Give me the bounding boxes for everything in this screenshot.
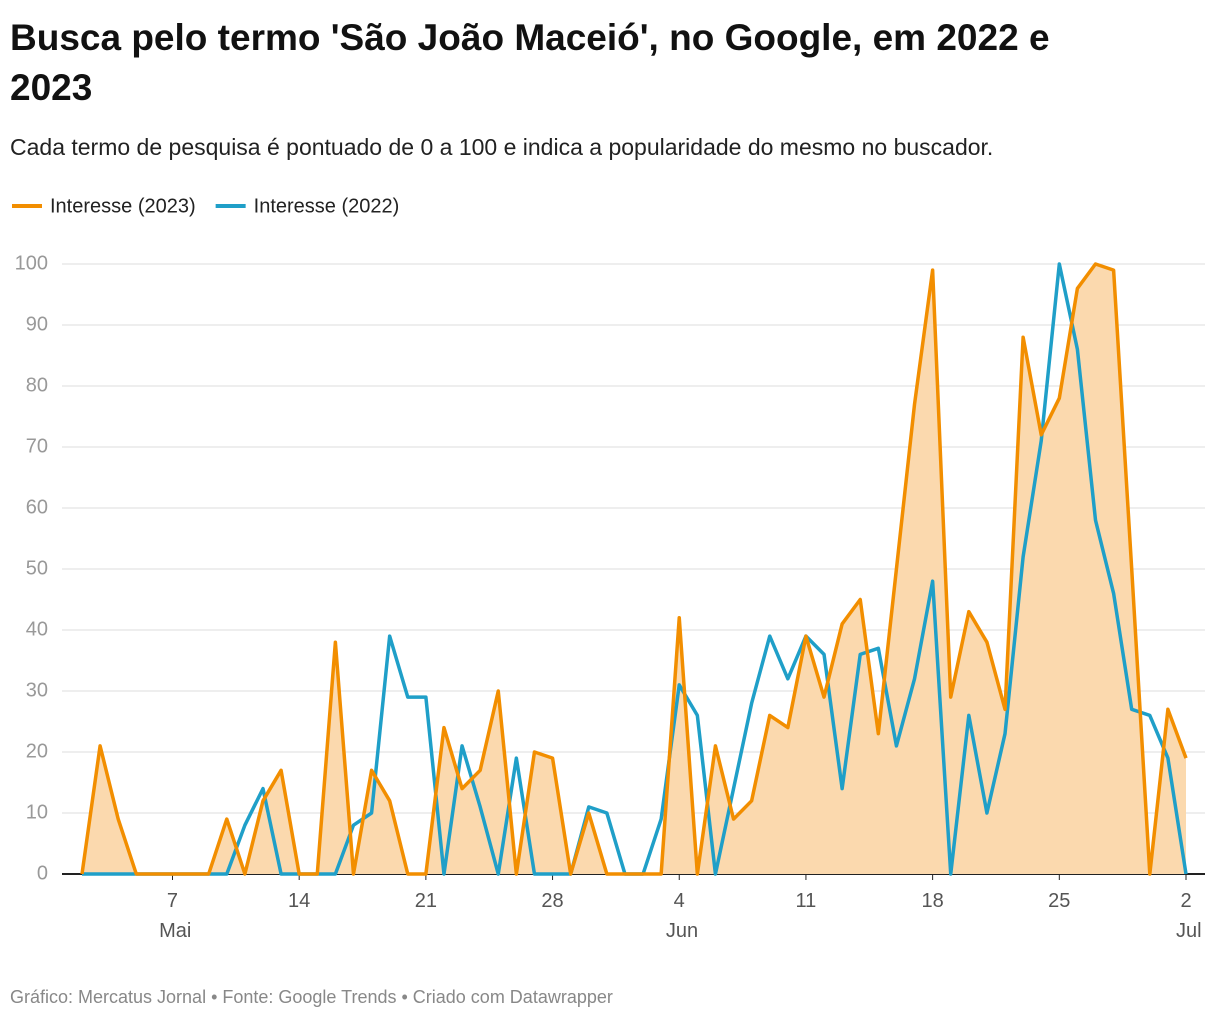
y-tick-label: 100 xyxy=(15,252,48,274)
x-tick-label: 4 Jun xyxy=(660,890,698,942)
x-tick-label: 7 Mai xyxy=(154,890,192,942)
y-tick-label: 10 xyxy=(26,801,48,823)
line xyxy=(80,262,1188,876)
x-tick-label: 25 xyxy=(1048,890,1070,912)
y-tick-label: 60 xyxy=(26,496,48,518)
y-tick-label: 80 xyxy=(26,374,48,396)
y-tick-label: 30 xyxy=(26,679,48,701)
y-tick-label: 70 xyxy=(26,435,48,457)
y-tick-label: 90 xyxy=(26,313,48,335)
area xyxy=(82,264,1186,874)
legend-label: Interesse (2022) xyxy=(254,195,400,217)
y-tick-label: 40 xyxy=(26,618,48,640)
chart-subtitle: Cada termo de pesquisa é pontuado de 0 a… xyxy=(10,134,993,160)
x-tick-label: 18 xyxy=(921,890,943,912)
y-tick-label: 0 xyxy=(37,862,48,884)
x-tick-label: 11 xyxy=(796,890,817,912)
chart-title: 2023 xyxy=(10,67,92,108)
x-tick-label: 28 xyxy=(541,890,563,912)
legend-label: Interesse (2023) xyxy=(50,195,196,217)
x-tick-label: 2 Jul xyxy=(1170,890,1201,942)
chart-title: Busca pelo termo 'São João Maceió', no G… xyxy=(10,17,1050,58)
y-tick-label: 20 xyxy=(26,740,48,762)
y-tick-label: 50 xyxy=(26,557,48,579)
x-tick-label: 21 xyxy=(415,890,437,912)
x-tick-label: 14 xyxy=(288,890,310,912)
chart-footer: Gráfico: Mercatus Jornal • Fonte: Google… xyxy=(10,987,613,1007)
